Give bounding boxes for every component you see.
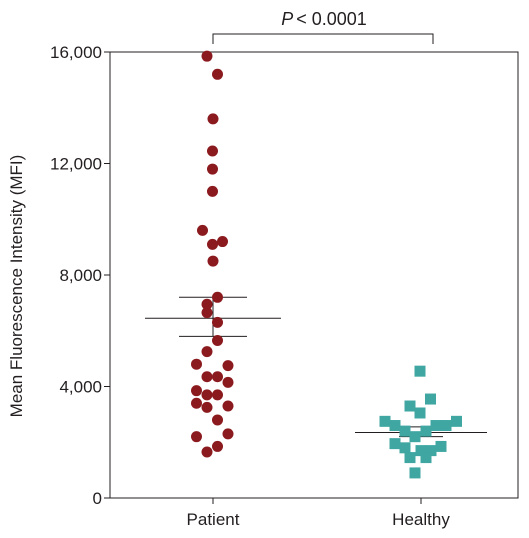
patient-point [212, 389, 223, 401]
healthy-point [404, 400, 416, 412]
patient-point [212, 68, 223, 80]
p-symbol: P [281, 9, 293, 29]
patient-point [212, 316, 223, 328]
patient-point [201, 50, 213, 62]
patient-point [212, 440, 223, 452]
y-tick-label: 4,000 [59, 378, 102, 397]
patient-point [207, 163, 218, 175]
patient-point [191, 385, 202, 397]
patient-point [191, 358, 202, 370]
patient-point [212, 335, 223, 347]
patient-point [191, 431, 202, 443]
healthy-point [414, 365, 426, 377]
patient-point [207, 255, 219, 267]
patient-point [201, 401, 213, 413]
patient-point [222, 376, 234, 388]
healthy-point [451, 415, 462, 427]
healthy-point [404, 452, 416, 464]
healthy-point [425, 393, 436, 405]
healthy-point [440, 420, 452, 432]
patient-point [197, 224, 208, 236]
patient-point [191, 397, 202, 409]
patient-point [201, 346, 213, 358]
healthy-point [409, 467, 421, 479]
patient-point [222, 360, 234, 372]
y-tick-label: 8,000 [59, 266, 102, 285]
data-points [191, 50, 462, 479]
patient-point [222, 428, 234, 440]
healthy-point [389, 420, 401, 432]
patient-point [207, 113, 219, 125]
healthy-point [399, 442, 411, 454]
patient-point [201, 389, 213, 401]
patient-point [207, 185, 218, 197]
healthy-point [415, 445, 427, 457]
y-tick-label: 12,000 [50, 155, 102, 174]
axis-labels: Mean Fluorescence Intensity (MFI) [7, 155, 26, 418]
healthy-point [399, 425, 411, 437]
healthy-point [430, 420, 442, 432]
y-axis-title: Mean Fluorescence Intensity (MFI) [7, 155, 26, 418]
y-tick-label: 16,000 [50, 43, 102, 62]
significance-bracket [212, 33, 434, 44]
patient-point [201, 298, 213, 310]
patient-point [207, 238, 218, 250]
x-category-label: Healthy [392, 510, 450, 529]
axes: 0 4,000 8,000 12,000 16,000 Patient Healthy [50, 43, 519, 529]
patient-point [212, 291, 223, 303]
healthy-point [379, 415, 391, 427]
plot-frame [109, 51, 519, 499]
healthy-point [389, 438, 401, 450]
p-value-label: P < 0.0001 [281, 9, 367, 29]
significance-annotation: P < 0.0001 [212, 9, 434, 44]
healthy-point [420, 452, 432, 464]
y-tick-label: 0 [93, 489, 102, 508]
patient-point [217, 236, 228, 248]
p-value-text: < 0.0001 [296, 9, 367, 29]
patient-point [212, 371, 223, 383]
patient-point [201, 371, 213, 383]
patient-point [201, 446, 213, 458]
healthy-point [414, 407, 426, 419]
healthy-point [435, 440, 447, 452]
healthy-point [420, 425, 432, 437]
x-category-label: Patient [187, 510, 240, 529]
patient-point [201, 307, 213, 319]
healthy-point [409, 431, 421, 443]
healthy-point [425, 445, 437, 457]
patient-point [207, 145, 218, 157]
patient-point [212, 414, 223, 426]
patient-point [222, 400, 234, 412]
